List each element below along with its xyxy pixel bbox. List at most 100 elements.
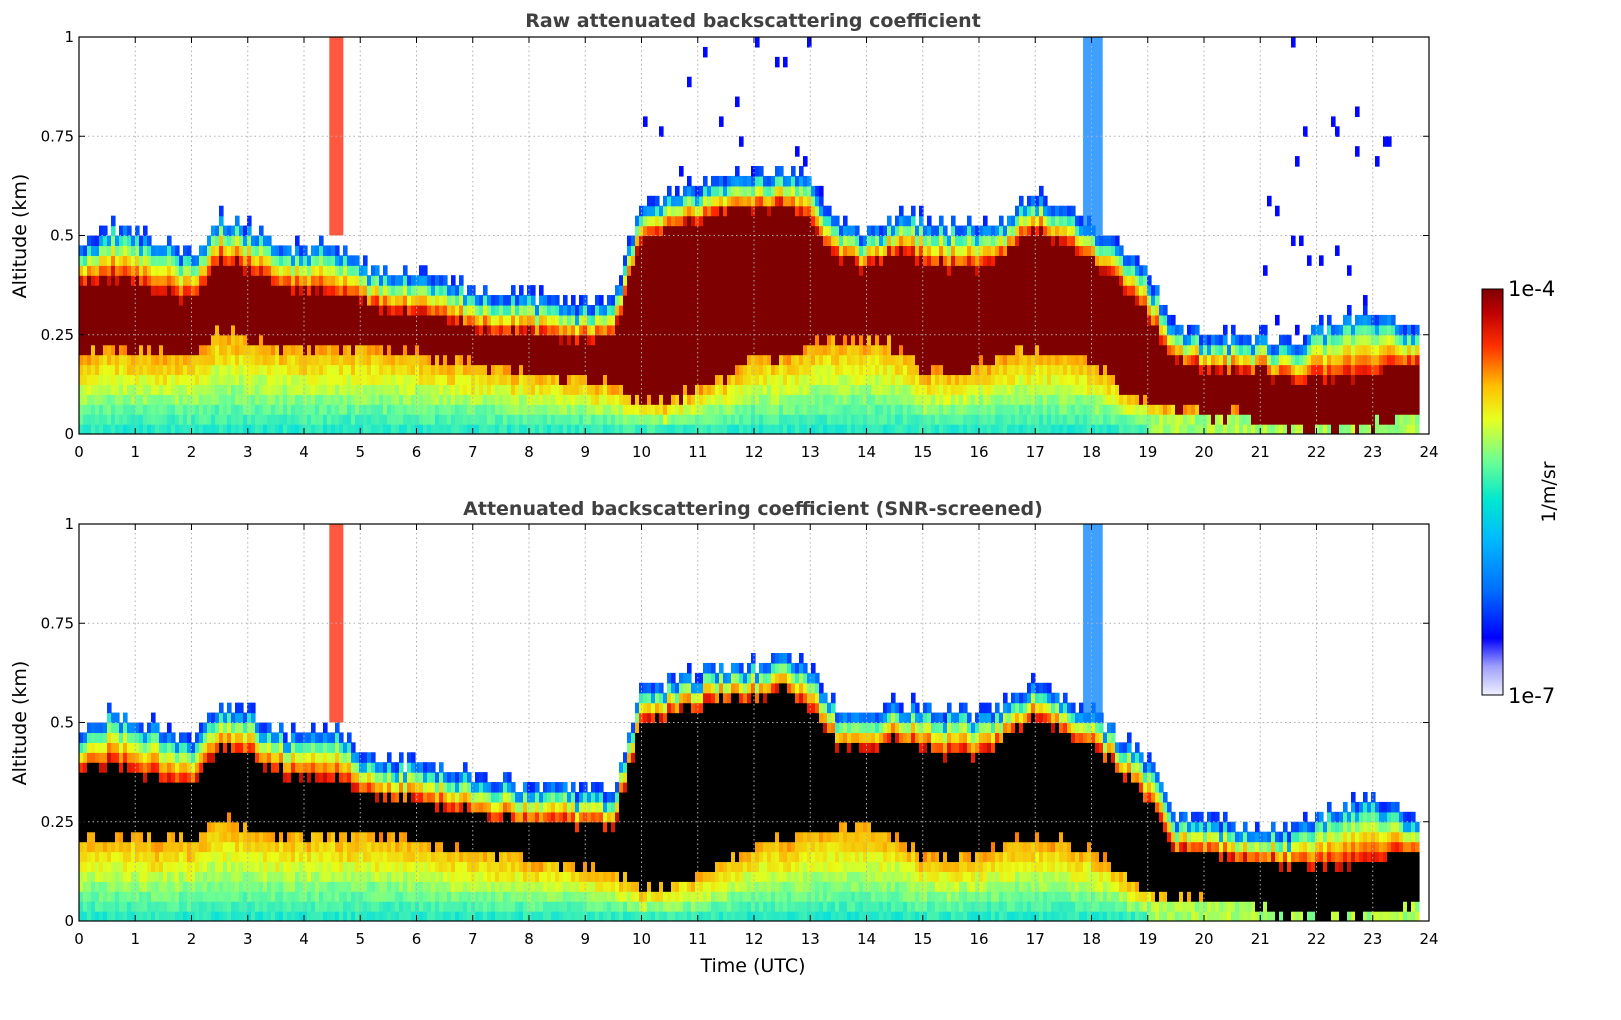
heatmap-cell — [395, 354, 400, 366]
heatmap-cell — [379, 374, 384, 385]
heatmap-cell — [727, 215, 732, 227]
heatmap-cell — [187, 384, 192, 395]
heatmap-cell — [771, 185, 776, 197]
heatmap-cell — [203, 265, 208, 276]
heatmap-cell — [711, 324, 716, 336]
heatmap-cell — [1047, 225, 1052, 237]
heatmap-cell — [623, 314, 628, 326]
heatmap-cell — [435, 354, 440, 366]
heatmap-cell — [747, 394, 752, 405]
heatmap-cell — [587, 394, 592, 405]
heatmap-cell — [671, 354, 676, 366]
heatmap-cell — [1031, 404, 1036, 415]
heatmap-cell — [503, 344, 508, 356]
heatmap-cell — [95, 404, 100, 415]
heatmap-cell — [403, 424, 408, 434]
heatmap-cell — [759, 285, 764, 296]
heatmap-cell — [919, 424, 924, 434]
heatmap-cell — [339, 374, 344, 385]
heatmap-cell — [835, 255, 840, 266]
heatmap-cell — [919, 414, 924, 425]
heatmap-cell — [279, 285, 284, 296]
heatmap-cell — [1023, 344, 1028, 356]
heatmap-cell — [691, 394, 696, 405]
heatmap-cell — [827, 324, 832, 336]
heatmap-cell — [467, 354, 472, 366]
heatmap-cell — [187, 304, 192, 316]
heatmap-cell — [271, 404, 276, 415]
heatmap-cell — [467, 314, 472, 326]
heatmap-cell — [903, 265, 908, 276]
heatmap-cell — [463, 424, 468, 434]
heatmap-cell — [919, 354, 924, 366]
heatmap-cell — [303, 295, 308, 306]
heatmap-cell — [163, 364, 168, 376]
heatmap-cell — [551, 424, 556, 434]
heatmap-cell — [659, 404, 664, 415]
heatmap-cell — [879, 344, 884, 356]
heatmap-cell — [875, 255, 880, 266]
heatmap-cell — [735, 195, 740, 207]
heatmap-cell — [187, 255, 192, 266]
heatmap-cell — [815, 334, 820, 346]
heatmap-cell — [327, 255, 332, 266]
heatmap-cell — [1059, 354, 1064, 366]
heatmap-cell — [1067, 324, 1072, 336]
heatmap-cell — [795, 146, 800, 157]
heatmap-cell — [1031, 324, 1036, 336]
heatmap-cell — [523, 394, 528, 405]
heatmap-cell — [723, 215, 728, 227]
heatmap-cell — [223, 334, 228, 346]
heatmap-cell — [131, 414, 136, 425]
heatmap-cell — [587, 374, 592, 385]
heatmap-cell — [647, 215, 652, 227]
heatmap-cell — [1043, 374, 1048, 385]
heatmap-cell — [915, 354, 920, 366]
heatmap-cell — [771, 324, 776, 336]
heatmap-cell — [247, 245, 252, 256]
heatmap-cell — [995, 344, 1000, 356]
heatmap-cell — [527, 304, 532, 316]
heatmap-cell — [923, 354, 928, 366]
heatmap-cell — [1035, 314, 1040, 326]
heatmap-cell — [1039, 255, 1044, 266]
heatmap-cell — [239, 364, 244, 376]
heatmap-cell — [199, 334, 204, 346]
heatmap-cell — [359, 344, 364, 356]
heatmap-cell — [771, 394, 776, 405]
heatmap-cell — [239, 354, 244, 366]
heatmap-cell — [335, 334, 340, 346]
heatmap-cell — [315, 275, 320, 286]
heatmap-cell — [327, 374, 332, 385]
heatmap-cell — [527, 344, 532, 356]
heatmap-cell — [679, 285, 684, 296]
heatmap-cell — [243, 314, 248, 326]
heatmap-cell — [839, 304, 844, 316]
heatmap-cell — [855, 324, 860, 336]
heatmap-cell — [819, 304, 824, 316]
heatmap-cell — [807, 175, 812, 187]
heatmap-cell — [571, 374, 576, 385]
heatmap-cell — [959, 394, 964, 405]
heatmap-cell — [971, 424, 976, 434]
heatmap-cell — [707, 404, 712, 415]
heatmap-cell — [103, 235, 108, 247]
heatmap-cell — [967, 404, 972, 415]
heatmap-cell — [95, 255, 100, 266]
heatmap-cell — [171, 414, 176, 425]
heatmap-cell — [159, 424, 164, 434]
heatmap-cell — [907, 225, 912, 237]
heatmap-cell — [515, 384, 520, 395]
heatmap-cell — [795, 255, 800, 266]
heatmap-cell — [847, 265, 852, 276]
heatmap-cell — [1039, 324, 1044, 336]
heatmap-cell — [719, 374, 724, 385]
heatmap-cell — [879, 245, 884, 256]
heatmap-cell — [183, 404, 188, 415]
heatmap-cell — [1031, 414, 1036, 425]
heatmap-cell — [667, 374, 672, 385]
heatmap-cell — [187, 344, 192, 356]
heatmap-cell — [411, 295, 416, 306]
heatmap-cell — [283, 364, 288, 376]
heatmap-cell — [563, 394, 568, 405]
